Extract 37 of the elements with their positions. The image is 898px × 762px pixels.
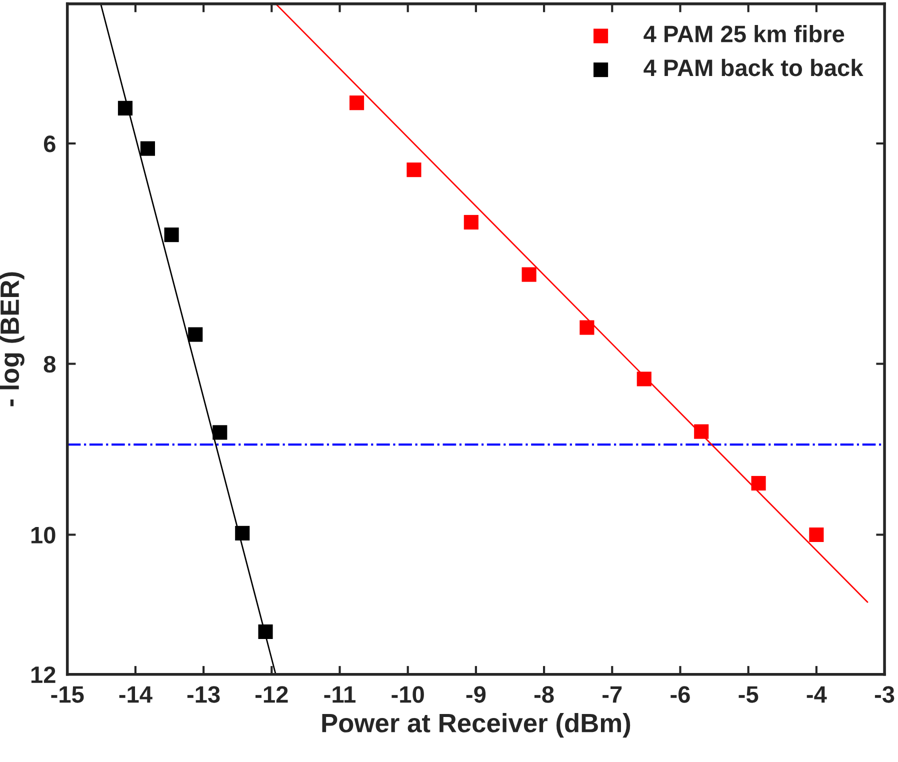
point (694, 424, 709, 439)
point (406, 162, 422, 178)
y-tick-label: 12 (31, 666, 56, 683)
point (188, 327, 203, 342)
y-tick-label: 8 (44, 356, 56, 373)
point (464, 214, 478, 230)
y-tick-label: 6 (44, 136, 56, 152)
x-tick-label: -10 (392, 686, 424, 703)
x-tick-label: -6 (670, 686, 690, 703)
point (118, 100, 133, 116)
point (140, 141, 155, 156)
point (349, 96, 364, 110)
y-axis-title: - log (BER) (0, 272, 24, 406)
x-tick-label: -4 (806, 686, 827, 703)
point (212, 425, 228, 440)
point (258, 624, 273, 639)
x-tick-label: -11 (324, 686, 356, 703)
x-tick-label: -3 (874, 686, 894, 703)
y-tick-label: 10 (31, 526, 56, 544)
legend-label: 4 PAM back to back (644, 58, 864, 76)
point (580, 320, 594, 335)
point (522, 267, 536, 282)
x-tick-label: -15 (51, 686, 84, 703)
legend-label: 4 PAM 25 km fibre (644, 25, 844, 42)
point (164, 228, 179, 242)
x-tick-label: -7 (602, 686, 622, 703)
x-tick-label: -9 (466, 686, 486, 703)
x-tick-label: -14 (119, 686, 152, 703)
x-axis-title: Power at Receiver (dBm) (322, 713, 630, 738)
x-tick-label: -12 (256, 686, 288, 703)
x-tick-label: -5 (738, 686, 758, 703)
point (235, 526, 250, 540)
point (809, 527, 824, 542)
point (636, 372, 652, 386)
point (751, 476, 766, 491)
x-tick-label: -13 (187, 686, 220, 703)
x-tick-label: -8 (534, 686, 554, 703)
